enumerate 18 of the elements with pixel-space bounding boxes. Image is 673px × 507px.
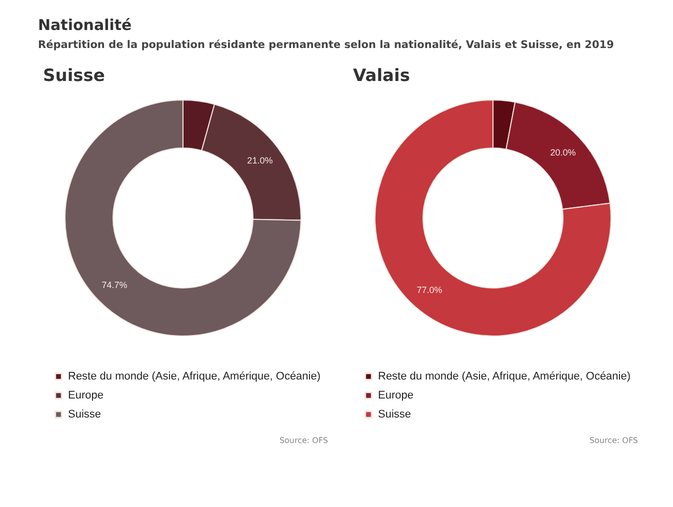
data-label: 77.0% [416,284,442,295]
donut-slice [374,99,612,336]
legend-label: Reste du monde (Asie, Afrique, Amérique, Océanie) [68,370,321,382]
legend-label: Europe [378,389,414,402]
data-label: 74.7% [102,280,128,290]
chart-title: Suisse [43,66,105,86]
source-note: Source: OFS [278,436,329,445]
legend-label: Reste du monde (Asie, Afrique, Amérique, Océanie) [378,370,631,382]
chart-title: Valais [353,66,410,86]
donut-slice [64,99,302,336]
legend-label: Suisse [68,408,102,420]
legend-label: Suisse [378,408,412,420]
text: Nationalité [38,16,133,34]
data-label: 21.0% [247,155,273,166]
legend-label: Europe [68,389,104,402]
text: Répartition de la population résidante permanente selon la nationalité, Valais et Suisse, en 2019 [38,38,615,53]
data-label: 20.0% [550,147,576,158]
source-note: Source: OFS [588,436,639,445]
